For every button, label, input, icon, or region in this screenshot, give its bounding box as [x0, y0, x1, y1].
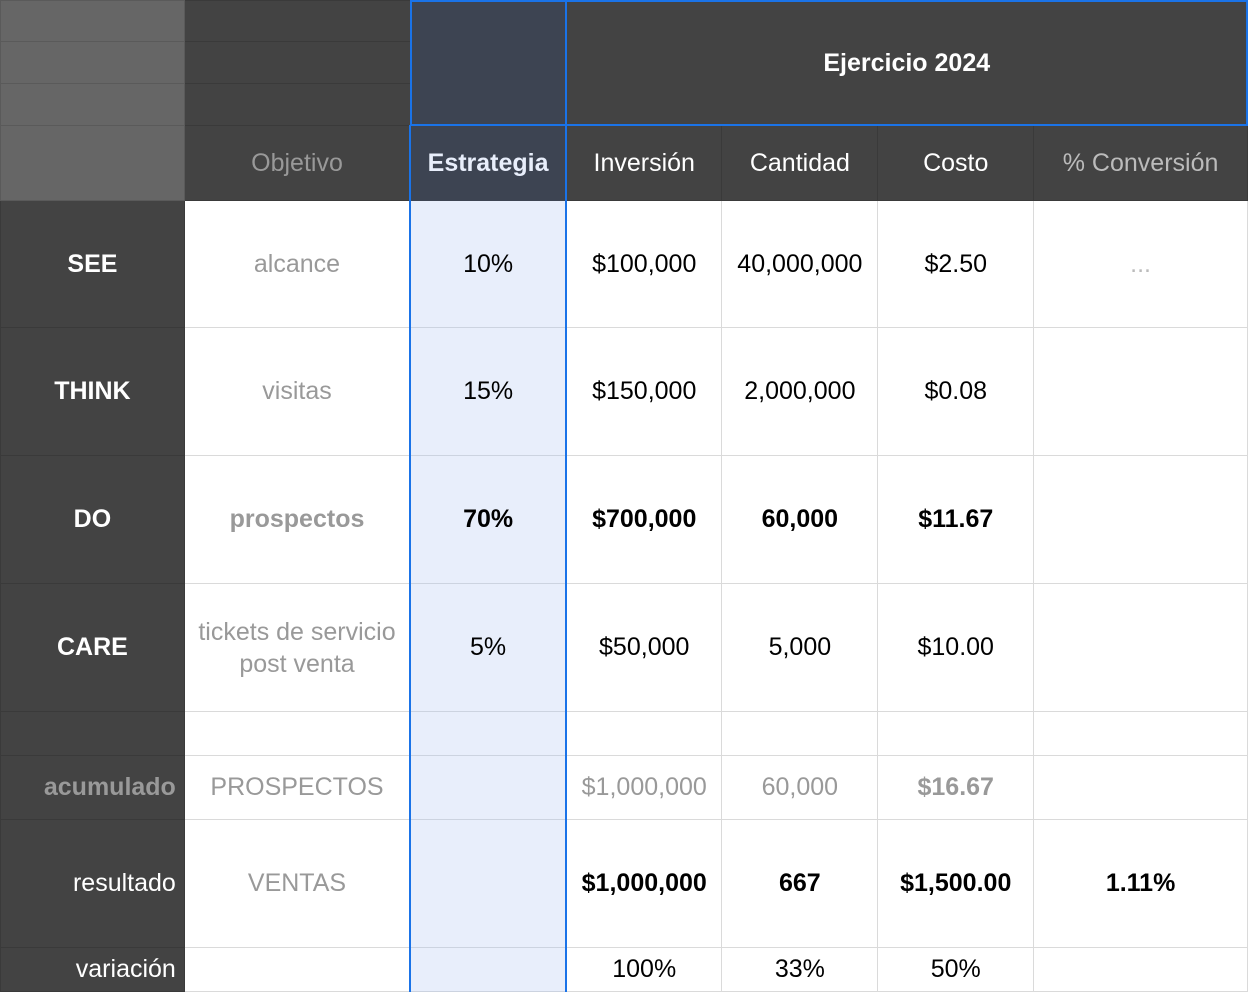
row-label[interactable]: CARE — [0, 583, 185, 712]
cell-estrategia[interactable]: 10% — [409, 200, 568, 328]
col-header-inversion[interactable]: Inversión — [565, 125, 723, 201]
cell-b3[interactable] — [183, 83, 411, 126]
cell-cantidad[interactable]: 5,000 — [721, 583, 879, 712]
cell-inversion[interactable]: $1,000,000 — [565, 755, 723, 820]
cell-estrategia[interactable] — [409, 947, 568, 992]
cell-empty[interactable] — [1033, 711, 1248, 756]
cell-objetivo[interactable]: prospectos — [183, 455, 411, 584]
cell-conversion[interactable] — [1033, 455, 1248, 584]
cell-empty[interactable] — [877, 711, 1035, 756]
cell-inversion[interactable]: $700,000 — [565, 455, 723, 584]
cell-cantidad[interactable]: 667 — [721, 819, 879, 948]
cell-a3[interactable] — [0, 83, 185, 126]
row-label[interactable]: DO — [0, 455, 185, 584]
cell-empty[interactable] — [183, 711, 411, 756]
empty-row — [0, 711, 1248, 756]
cell-conversion[interactable]: ... — [1033, 200, 1248, 328]
cell-costo[interactable]: $2.50 — [877, 200, 1035, 328]
cell-b1[interactable] — [183, 0, 411, 42]
cell-b2[interactable] — [183, 41, 411, 84]
col-header-conversion[interactable]: % Conversión — [1033, 125, 1248, 201]
cell-inversion[interactable]: $100,000 — [565, 200, 723, 328]
variacion-row: variación 100% 33% 50% — [0, 947, 1248, 992]
col-header-objetivo[interactable]: Objetivo — [183, 125, 411, 201]
cell-objetivo[interactable]: alcance — [183, 200, 411, 328]
row-label[interactable]: variación — [0, 947, 185, 992]
cell-costo[interactable]: $10.00 — [877, 583, 1035, 712]
cell-objetivo[interactable]: visitas — [183, 327, 411, 456]
cell-estrategia[interactable]: 5% — [409, 583, 568, 712]
acumulado-row: acumulado PROSPECTOS $1,000,000 60,000 $… — [0, 755, 1248, 820]
cell-cantidad[interactable]: 2,000,000 — [721, 327, 879, 456]
cell-cantidad[interactable]: 40,000,000 — [721, 200, 879, 328]
cell-costo[interactable]: $11.67 — [877, 455, 1035, 584]
cell-empty[interactable] — [409, 711, 568, 756]
cell-conversion[interactable] — [1033, 755, 1248, 820]
cell-cantidad[interactable]: 60,000 — [721, 755, 879, 820]
cell-inversion[interactable]: $50,000 — [565, 583, 723, 712]
cell-conversion[interactable] — [1033, 947, 1248, 992]
cell-a4[interactable] — [0, 125, 185, 201]
row-label[interactable]: resultado — [0, 819, 185, 948]
header-title[interactable]: Ejercicio 2024 — [565, 0, 1248, 126]
cell-conversion[interactable] — [1033, 583, 1248, 712]
cell-a2[interactable] — [0, 41, 185, 84]
cell-conversion[interactable] — [1033, 327, 1248, 456]
cell-conversion[interactable]: 1.11% — [1033, 819, 1248, 948]
cell-costo[interactable]: $0.08 — [877, 327, 1035, 456]
cell-objetivo[interactable] — [183, 947, 411, 992]
cell-costo[interactable]: $1,500.00 — [877, 819, 1035, 948]
cell-estrategia[interactable]: 70% — [409, 455, 568, 584]
cell-c1-merged[interactable] — [409, 0, 567, 126]
row-label[interactable] — [0, 711, 185, 756]
col-header-cantidad[interactable]: Cantidad — [721, 125, 879, 201]
cell-estrategia[interactable] — [409, 819, 568, 948]
resultado-row: resultado VENTAS $1,000,000 667 $1,500.0… — [0, 819, 1248, 948]
cell-inversion[interactable]: $1,000,000 — [565, 819, 723, 948]
table-row: SEE alcance 10% $100,000 40,000,000 $2.5… — [0, 200, 1248, 328]
cell-costo[interactable]: $16.67 — [877, 755, 1035, 820]
cell-inversion[interactable]: $150,000 — [565, 327, 723, 456]
cell-a1[interactable] — [0, 0, 185, 42]
row-label[interactable]: THINK — [0, 327, 185, 456]
cell-cantidad[interactable]: 60,000 — [721, 455, 879, 584]
cell-costo[interactable]: 50% — [877, 947, 1035, 992]
cell-objetivo[interactable]: tickets de servicio post venta — [183, 583, 411, 712]
cell-estrategia[interactable] — [409, 755, 568, 820]
table-row: DO prospectos 70% $700,000 60,000 $11.67 — [0, 455, 1248, 584]
cell-empty[interactable] — [565, 711, 723, 756]
cell-cantidad[interactable]: 33% — [721, 947, 879, 992]
cell-estrategia[interactable]: 15% — [409, 327, 568, 456]
col-header-estrategia[interactable]: Estrategia — [409, 125, 568, 201]
cell-empty[interactable] — [721, 711, 879, 756]
cell-objetivo[interactable]: PROSPECTOS — [183, 755, 411, 820]
col-header-costo[interactable]: Costo — [877, 125, 1035, 201]
cell-inversion[interactable]: 100% — [565, 947, 723, 992]
table-row: THINK visitas 15% $150,000 2,000,000 $0.… — [0, 327, 1248, 456]
row-label[interactable]: acumulado — [0, 755, 185, 820]
cell-objetivo[interactable]: VENTAS — [183, 819, 411, 948]
table-row: CARE tickets de servicio post venta 5% $… — [0, 583, 1248, 712]
row-label[interactable]: SEE — [0, 200, 185, 328]
